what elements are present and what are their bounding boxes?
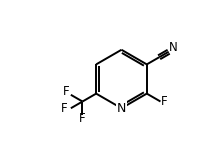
Text: N: N (117, 102, 126, 115)
Text: F: F (63, 85, 69, 98)
Text: F: F (61, 102, 68, 115)
Text: F: F (79, 112, 86, 125)
Text: N: N (169, 41, 178, 54)
Text: F: F (161, 95, 168, 108)
